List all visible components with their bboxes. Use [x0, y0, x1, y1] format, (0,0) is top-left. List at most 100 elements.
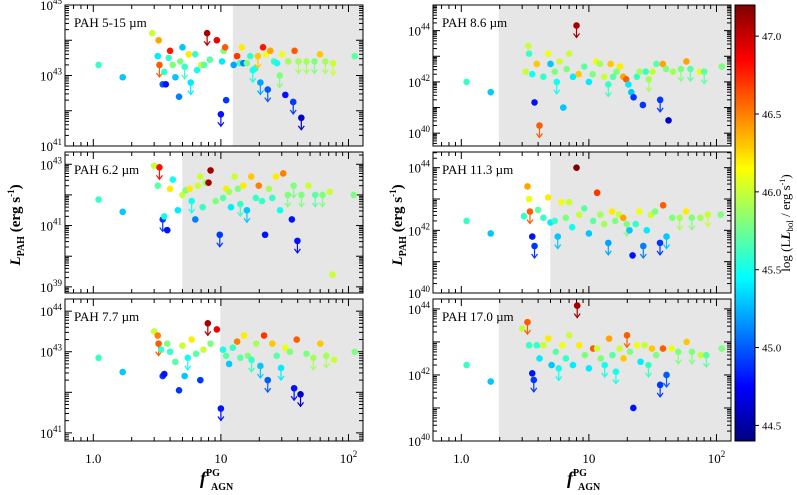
data-point — [95, 61, 102, 69]
y-tick-label: 1040 — [408, 124, 431, 141]
data-point — [179, 44, 186, 51]
data-point — [677, 65, 685, 73]
data-point — [652, 351, 660, 359]
data-point — [185, 51, 193, 58]
data-point — [319, 191, 326, 199]
data-point — [548, 361, 555, 369]
data-point — [155, 36, 162, 44]
upper-limit-arrow-head — [329, 70, 337, 77]
data-point — [213, 36, 221, 44]
upper-limit-arrow-head — [319, 202, 326, 208]
data-point — [293, 336, 301, 343]
y-tick-label: 1043 — [40, 343, 63, 360]
data-point — [163, 340, 171, 347]
data-point — [697, 214, 704, 222]
data-point — [593, 345, 601, 352]
data-point — [166, 47, 174, 55]
upper-limit-arrow-head — [311, 69, 319, 75]
data-point — [544, 50, 552, 58]
data-point — [305, 182, 312, 190]
panel-title: PAH 11.3 µm — [442, 162, 513, 177]
data-point — [704, 211, 712, 218]
data-point — [600, 73, 608, 81]
data-point — [534, 206, 542, 214]
data-point — [683, 338, 690, 346]
data-point — [630, 404, 637, 412]
data-point — [609, 351, 616, 359]
data-point — [298, 114, 305, 122]
data-point — [219, 346, 227, 354]
data-point — [254, 52, 262, 60]
y-tick-label: 1042 — [408, 73, 430, 90]
data-point — [487, 88, 495, 96]
panel-title: PAH 17.0 µm — [442, 309, 514, 324]
upper-limit-arrow-head — [322, 363, 330, 369]
data-point — [524, 318, 531, 326]
data-point — [230, 61, 237, 69]
data-point — [575, 341, 583, 349]
agn-dominated-region — [182, 152, 363, 293]
upper-limit-arrow-head — [181, 74, 189, 80]
upper-limit-arrow-head — [256, 90, 264, 96]
data-point — [524, 42, 532, 50]
data-point — [589, 217, 597, 225]
data-point — [260, 332, 268, 339]
x-axis-sub-right: AGN — [578, 482, 601, 493]
data-point — [284, 191, 292, 199]
upper-limit-arrow-head — [290, 193, 298, 199]
data-point — [463, 217, 470, 225]
panel-title: PAH 5-15 µm — [74, 15, 147, 30]
data-point — [662, 65, 670, 73]
upper-limit-arrow-head — [553, 89, 561, 95]
upper-limit-arrow-head — [249, 77, 257, 84]
y-tick-label: 1044 — [408, 22, 431, 39]
upper-limit-arrow-head — [276, 83, 284, 89]
panel-2: PAH 6.2 µm 1039 1041 1043 — [40, 151, 364, 295]
colorbar-label: log (LLbol / erg s-1) — [778, 174, 795, 271]
data-point — [688, 214, 696, 222]
upper-limit-arrow-head — [623, 342, 631, 349]
data-point — [255, 182, 263, 190]
upper-limit-arrow-head — [656, 107, 664, 113]
x-tick-label: 102 — [340, 449, 358, 466]
data-point — [562, 214, 570, 222]
data-point — [463, 78, 470, 86]
x-tick-label: 1.0 — [453, 451, 469, 466]
data-point — [623, 220, 631, 228]
data-point — [175, 93, 183, 100]
data-point — [277, 364, 285, 372]
panel-frame — [64, 298, 364, 442]
data-point — [272, 173, 280, 180]
data-point — [294, 237, 301, 245]
panel-1: PAH 8.6 µm 1040 1042 1044 — [408, 4, 732, 147]
data-point — [641, 341, 648, 349]
data-point — [217, 405, 225, 412]
data-point — [573, 302, 581, 309]
data-point — [311, 191, 319, 199]
upper-limit-arrow-head — [303, 69, 310, 75]
data-point — [565, 198, 573, 206]
panel-title: PAH 7.7 µm — [74, 309, 139, 324]
upper-limit-arrow-head — [601, 372, 609, 379]
data-point — [531, 242, 538, 250]
data-point — [626, 348, 634, 356]
data-point — [289, 98, 297, 106]
data-point — [212, 197, 219, 205]
colorbar-ticks: 44.5 45.0 45.5 46.0 46.5 47.0 — [755, 31, 782, 432]
data-point — [554, 233, 562, 240]
data-point — [200, 346, 207, 354]
x-tick-label: 1.0 — [85, 451, 101, 466]
data-point — [288, 216, 296, 223]
data-point — [169, 61, 177, 69]
data-point — [298, 191, 305, 199]
data-point — [623, 332, 631, 339]
data-point — [636, 68, 643, 75]
data-point — [154, 182, 162, 190]
data-point — [188, 197, 195, 205]
data-point — [585, 365, 593, 372]
y-tick-label: 1042 — [408, 221, 430, 238]
data-point — [237, 200, 244, 208]
panel-frame — [432, 4, 732, 147]
data-point — [290, 182, 297, 190]
